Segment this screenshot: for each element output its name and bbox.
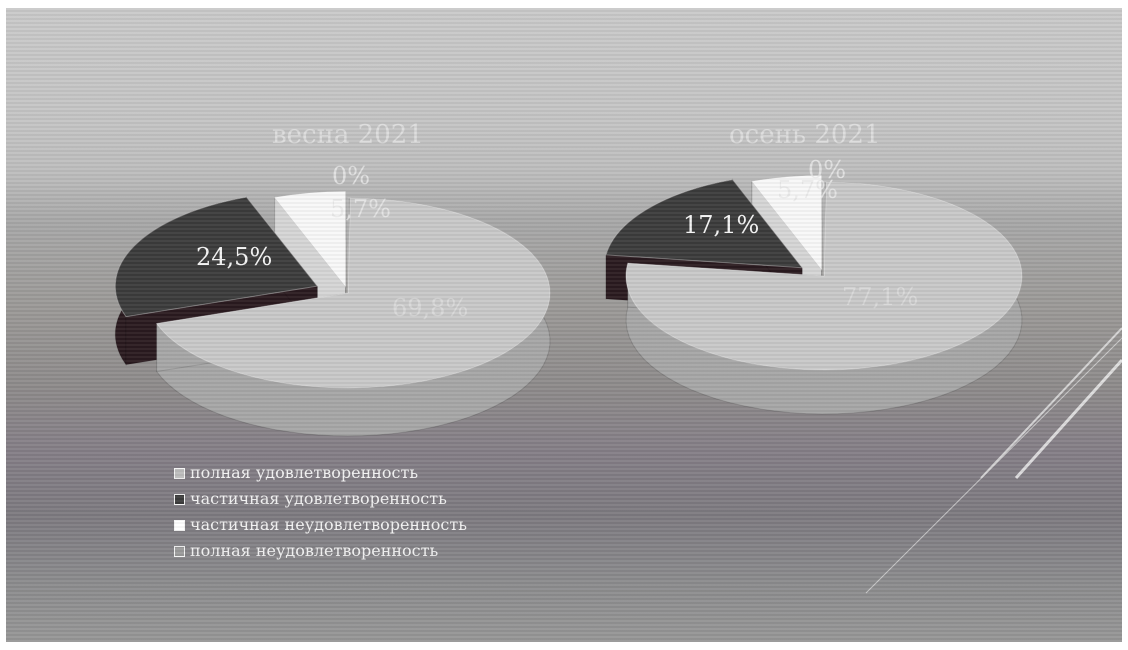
pie-slice [114, 196, 319, 318]
pie-slice [625, 181, 1023, 371]
legend-label: частичная удовлетворенность [190, 489, 447, 508]
legend-swatch [174, 545, 185, 557]
slide: весна 2021 69,8% 24,5% 5,7% 0% осень 2021 77,1… [6, 8, 1122, 642]
legend-item: полная неудовлетворенность [174, 538, 467, 564]
legend-label: полная неудовлетворенность [190, 541, 439, 560]
data-label: 24,5% [196, 243, 272, 271]
pie-slice [751, 174, 823, 271]
legend-swatch [174, 493, 185, 505]
legend-item: частичная удовлетворенность [174, 486, 467, 512]
decorative-lines [865, 327, 1122, 594]
data-label: 0% [332, 162, 370, 190]
chart-title: осень 2021 [729, 120, 881, 150]
pie-slice [823, 181, 827, 277]
data-label: 69,8% [392, 294, 468, 322]
legend-swatch [174, 519, 185, 531]
legend-item: частичная неудовлетворенность [174, 512, 467, 538]
legend: полная удовлетворенность частичная удовл… [174, 460, 467, 564]
legend-label: полная удовлетворенность [190, 463, 419, 482]
pie-chart: весна 2021 69,8% 24,5% 5,7% 0% [114, 120, 551, 437]
legend-label: частичная неудовлетворенность [190, 515, 467, 534]
data-label: 5,7% [777, 176, 838, 204]
pie-slice [155, 197, 551, 389]
data-label: 77,1% [842, 283, 918, 311]
legend-swatch [174, 467, 185, 479]
data-label: 0% [808, 156, 846, 184]
chart-title: весна 2021 [272, 120, 424, 150]
pie-slice [347, 197, 351, 294]
pie-slice [273, 191, 347, 288]
data-label: 17,1% [683, 211, 759, 239]
pie-slice [605, 179, 804, 269]
legend-item: полная удовлетворенность [174, 460, 467, 486]
data-label: 5,7% [330, 195, 391, 223]
pie-chart: осень 2021 77,1% 17,1% 5,7%0% [605, 120, 1023, 415]
